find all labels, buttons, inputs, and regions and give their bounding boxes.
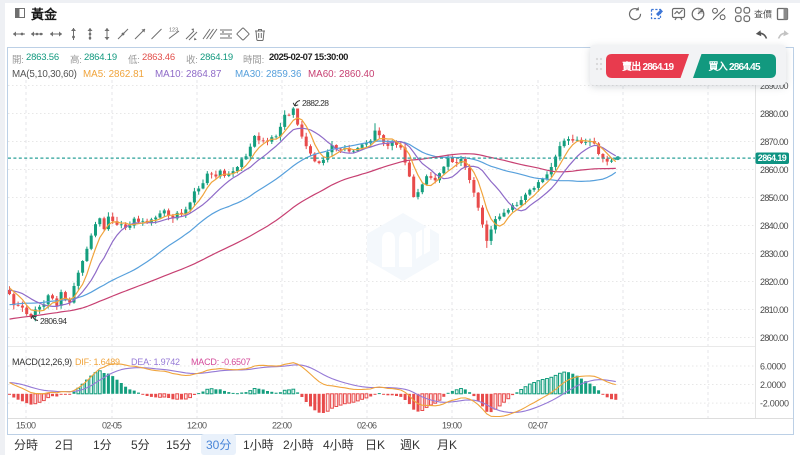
svg-text:賣出 2864.19: 賣出 2864.19 — [622, 60, 674, 73]
svg-text:2.0000: 2.0000 — [760, 380, 786, 390]
svg-text:123: 123 — [169, 28, 178, 34]
svg-text:12:00: 12:00 — [187, 421, 207, 431]
svg-text:02-06: 02-06 — [357, 421, 377, 431]
svg-text:2830.00: 2830.00 — [760, 249, 789, 259]
svg-text:2864.19: 2864.19 — [758, 153, 787, 163]
svg-text:2810.00: 2810.00 — [760, 305, 789, 315]
svg-text:查價: 查價 — [754, 9, 772, 20]
svg-text:2860.00: 2860.00 — [760, 165, 789, 175]
svg-text:2880.00: 2880.00 — [760, 109, 789, 119]
svg-text:2800.00: 2800.00 — [760, 333, 789, 343]
svg-text:15:00: 15:00 — [16, 421, 36, 431]
svg-text:2806.94: 2806.94 — [40, 316, 67, 326]
svg-text:2840.00: 2840.00 — [760, 221, 789, 231]
svg-text:2882.28: 2882.28 — [302, 98, 329, 108]
svg-text:02-07: 02-07 — [528, 421, 548, 431]
svg-text:-2.0000: -2.0000 — [760, 399, 789, 409]
svg-text:6.0000: 6.0000 — [760, 362, 786, 372]
svg-text:2870.00: 2870.00 — [760, 137, 789, 147]
svg-text:22:00: 22:00 — [272, 421, 292, 431]
svg-text:2820.00: 2820.00 — [760, 277, 789, 287]
svg-text:19:00: 19:00 — [442, 421, 462, 431]
svg-text:買入 2864.45: 買入 2864.45 — [709, 61, 761, 73]
svg-text:2890.00: 2890.00 — [760, 81, 789, 91]
svg-text:02-05: 02-05 — [102, 421, 122, 431]
svg-text:2850.00: 2850.00 — [760, 193, 789, 203]
